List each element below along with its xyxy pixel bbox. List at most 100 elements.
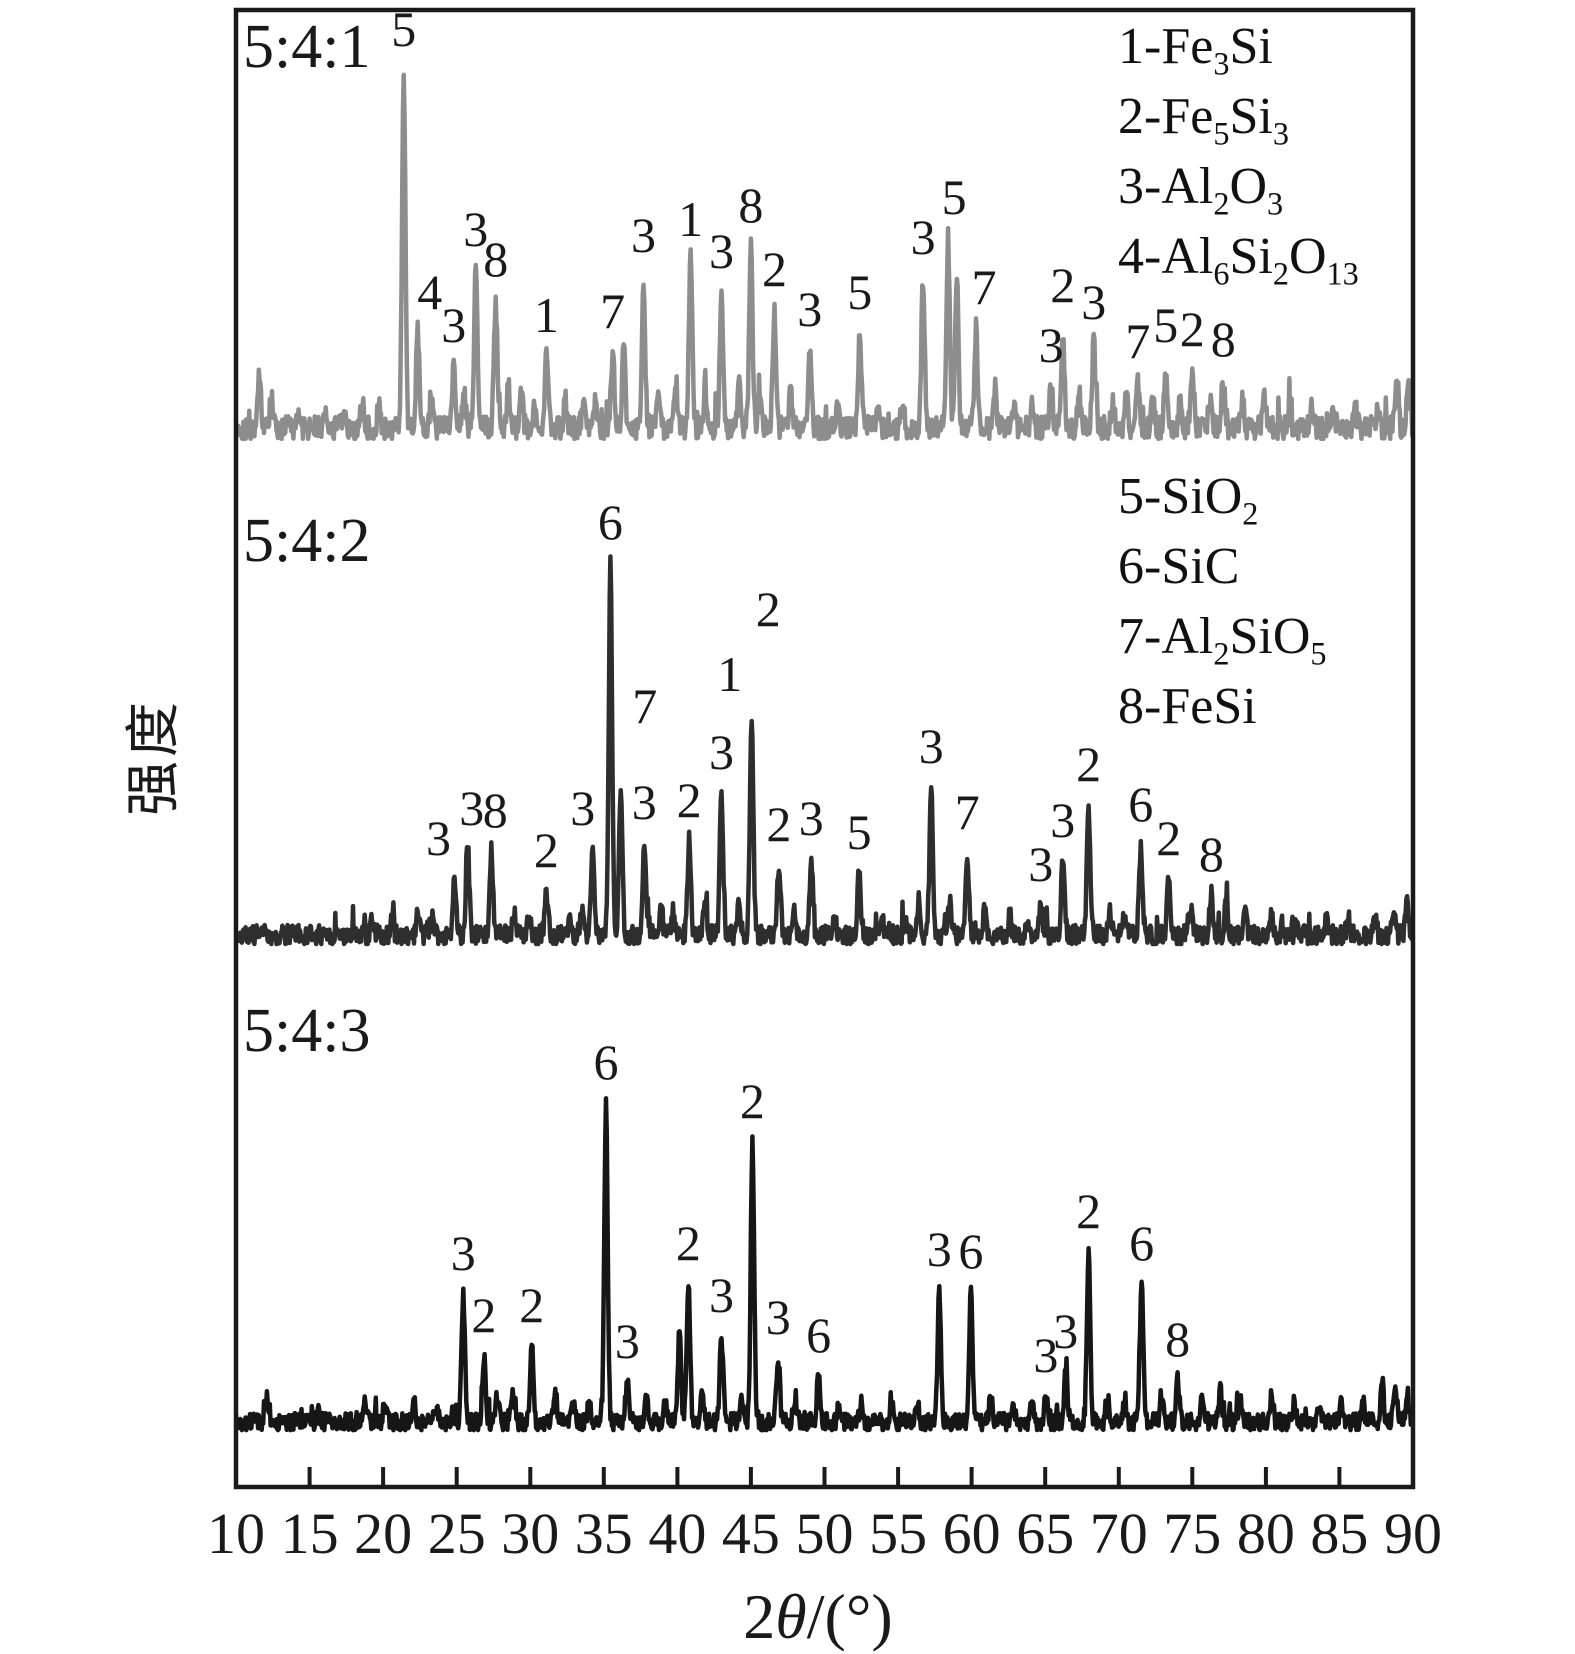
peak-label-8: 8 xyxy=(1211,311,1236,367)
legend-entry-3: 3-Al2O3 xyxy=(1118,158,1284,222)
peak-label-8: 8 xyxy=(738,177,763,233)
peak-label-8: 8 xyxy=(1199,826,1224,882)
peak-label-3: 3 xyxy=(911,209,936,265)
peak-label-2: 2 xyxy=(756,581,781,637)
x-tick-label-40: 40 xyxy=(648,1501,706,1566)
peak-label-3: 3 xyxy=(1039,317,1064,373)
x-axis-title: 2θ/(°) xyxy=(743,1581,893,1652)
peak-label-7: 7 xyxy=(600,283,625,339)
peak-label-2: 2 xyxy=(677,772,702,828)
x-tick-label-60: 60 xyxy=(943,1501,1001,1566)
xrd-trace-5-4-3 xyxy=(236,1096,1413,1433)
peak-label-3: 3 xyxy=(709,1267,734,1323)
peak-label-5: 5 xyxy=(942,169,967,225)
peak-label-7: 7 xyxy=(632,678,657,734)
legend-entry-1: 1-Fe3Si xyxy=(1118,18,1273,82)
peak-label-3: 3 xyxy=(463,201,488,257)
peak-label-1: 1 xyxy=(534,287,559,343)
peak-label-2: 2 xyxy=(740,1073,765,1129)
x-tick-label-85: 85 xyxy=(1310,1501,1368,1566)
peak-label-8: 8 xyxy=(1165,1311,1190,1367)
x-tick-label-10: 10 xyxy=(207,1501,265,1566)
peak-label-3: 3 xyxy=(615,1313,640,1369)
x-tick-label-30: 30 xyxy=(501,1501,559,1566)
legend-block-phases-5-8: 5-SiO2 6-SiC 7-Al2SiO5 8-FeSi xyxy=(1118,462,1327,742)
panel-label-541: 5:4:1 xyxy=(243,13,371,81)
peak-label-1: 1 xyxy=(717,646,742,702)
legend-entry-8: 8-FeSi xyxy=(1118,678,1257,735)
xrd-trace-5-4-2 xyxy=(236,554,1413,947)
peak-label-3: 3 xyxy=(1081,274,1106,330)
peak-label-3: 3 xyxy=(1028,836,1053,892)
peak-label-3: 3 xyxy=(927,1221,952,1277)
peak-label-3: 3 xyxy=(632,774,657,830)
peak-label-2: 2 xyxy=(1156,810,1181,866)
peak-label-5: 5 xyxy=(847,804,872,860)
x-tick-label-25: 25 xyxy=(428,1501,486,1566)
peak-label-2: 2 xyxy=(762,241,787,297)
x-tick-label-35: 35 xyxy=(575,1501,633,1566)
peak-label-6: 6 xyxy=(1128,776,1153,832)
x-tick-label-65: 65 xyxy=(1016,1501,1074,1566)
legend-entry-5: 5-SiO2 xyxy=(1118,468,1259,532)
peak-label-8: 8 xyxy=(483,231,508,287)
x-tick-label-75: 75 xyxy=(1163,1501,1221,1566)
xrd-trace-5-4-1 xyxy=(236,72,1413,442)
x-tick-label-50: 50 xyxy=(796,1501,854,1566)
peak-label-3: 3 xyxy=(709,724,734,780)
peak-label-6: 6 xyxy=(958,1223,983,1279)
peak-label-8: 8 xyxy=(483,782,508,838)
peak-label-1: 1 xyxy=(678,191,703,247)
x-tick-label-80: 80 xyxy=(1237,1501,1295,1566)
peak-label-3: 3 xyxy=(1050,792,1075,848)
peak-label-2: 2 xyxy=(471,1287,496,1343)
peak-label-3: 3 xyxy=(919,718,944,774)
peak-label-3: 3 xyxy=(631,207,656,263)
peak-label-3: 3 xyxy=(570,780,595,836)
legend-block-phases-1-4: 1-Fe3Si 2-Fe5Si3 3-Al2O3 4-Al6Si2O13 xyxy=(1118,12,1359,292)
peak-label-3: 3 xyxy=(797,281,822,337)
peak-label-3: 3 xyxy=(766,1289,791,1345)
peak-label-2: 2 xyxy=(676,1215,701,1271)
peak-label-2: 2 xyxy=(1076,736,1101,792)
peak-label-3: 3 xyxy=(426,810,451,866)
peak-label-7: 7 xyxy=(1125,313,1150,369)
peak-label-2: 2 xyxy=(534,822,559,878)
peak-label-3: 3 xyxy=(1053,1303,1078,1359)
peak-label-5: 5 xyxy=(1153,297,1178,353)
peak-label-3: 3 xyxy=(451,1225,476,1281)
peak-label-6: 6 xyxy=(598,494,623,550)
x-tick-label-45: 45 xyxy=(722,1501,780,1566)
peak-label-6: 6 xyxy=(594,1034,619,1090)
peak-label-3: 3 xyxy=(709,223,734,279)
legend-entry-6: 6-SiC xyxy=(1118,538,1240,595)
peak-label-6: 6 xyxy=(1129,1215,1154,1271)
x-tick-label-90: 90 xyxy=(1384,1501,1442,1566)
peak-label-3: 3 xyxy=(441,297,466,353)
peak-label-6: 6 xyxy=(806,1307,831,1363)
legend-entry-2: 2-Fe5Si3 xyxy=(1118,88,1289,152)
peak-label-7: 7 xyxy=(972,259,997,315)
peak-label-4: 4 xyxy=(417,264,442,320)
peak-label-2: 2 xyxy=(1050,257,1075,313)
peak-label-2: 2 xyxy=(1076,1183,1101,1239)
y-axis-title: 强度 xyxy=(123,698,184,817)
peak-label-2: 2 xyxy=(766,796,791,852)
peak-label-3: 3 xyxy=(799,790,824,846)
x-tick-label-55: 55 xyxy=(869,1501,927,1566)
peak-label-2: 2 xyxy=(1180,301,1205,357)
legend-entry-4: 4-Al6Si2O13 xyxy=(1118,228,1359,292)
peak-label-2: 2 xyxy=(519,1277,544,1333)
peak-label-3: 3 xyxy=(459,780,484,836)
peak-label-3: 3 xyxy=(1033,1327,1058,1383)
panel-label-542: 5:4:2 xyxy=(243,507,371,575)
legend-entry-7: 7-Al2SiO5 xyxy=(1118,608,1327,672)
x-tick-label-15: 15 xyxy=(281,1501,339,1566)
peak-label-5: 5 xyxy=(847,264,872,320)
panel-label-543: 5:4:3 xyxy=(243,997,371,1065)
x-tick-label-20: 20 xyxy=(354,1501,412,1566)
x-tick-label-70: 70 xyxy=(1090,1501,1148,1566)
peak-label-7: 7 xyxy=(955,784,980,840)
